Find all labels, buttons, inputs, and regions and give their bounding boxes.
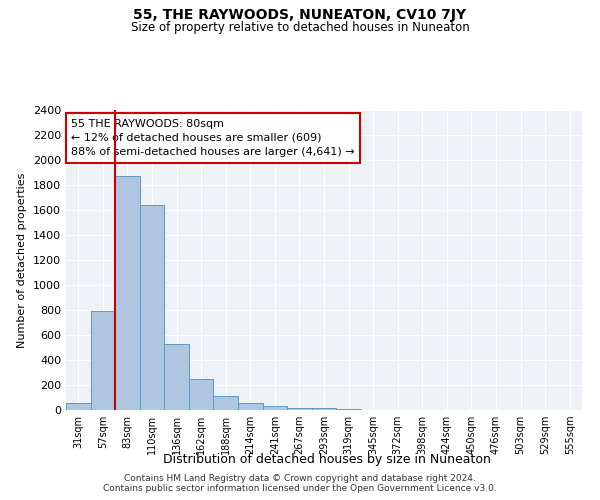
- Bar: [115, 176, 140, 410]
- Bar: [91, 311, 115, 410]
- Bar: [164, 344, 189, 410]
- Y-axis label: Number of detached properties: Number of detached properties: [17, 172, 28, 348]
- Bar: [214, 396, 238, 410]
- Bar: [140, 205, 164, 410]
- Text: 55, THE RAYWOODS, NUNEATON, CV10 7JY: 55, THE RAYWOODS, NUNEATON, CV10 7JY: [133, 8, 467, 22]
- Text: Contains public sector information licensed under the Open Government Licence v3: Contains public sector information licen…: [103, 484, 497, 493]
- Text: Size of property relative to detached houses in Nuneaton: Size of property relative to detached ho…: [131, 22, 469, 35]
- Text: Distribution of detached houses by size in Nuneaton: Distribution of detached houses by size …: [163, 452, 491, 466]
- Bar: [238, 402, 263, 410]
- Text: Contains HM Land Registry data © Crown copyright and database right 2024.: Contains HM Land Registry data © Crown c…: [124, 474, 476, 483]
- Bar: [189, 380, 214, 410]
- Bar: [66, 403, 91, 410]
- Bar: [263, 406, 287, 410]
- Text: 55 THE RAYWOODS: 80sqm
← 12% of detached houses are smaller (609)
88% of semi-de: 55 THE RAYWOODS: 80sqm ← 12% of detached…: [71, 119, 355, 157]
- Bar: [312, 408, 336, 410]
- Bar: [287, 408, 312, 410]
